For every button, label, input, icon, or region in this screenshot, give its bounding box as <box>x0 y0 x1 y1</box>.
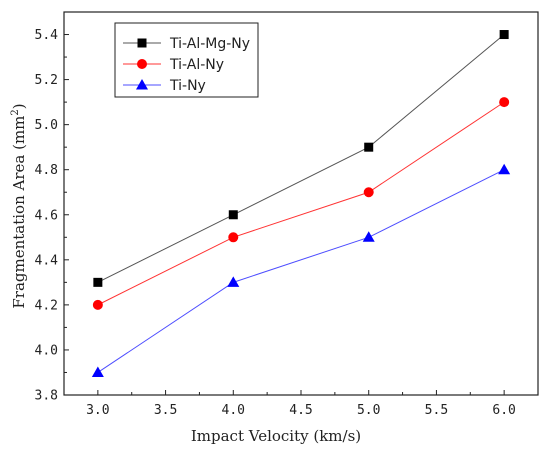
x-tick-label: 5.0 <box>357 403 380 418</box>
x-tick-label: 3.0 <box>86 403 109 418</box>
legend: Ti-Al-Mg-Ny Ti-Al-Ny Ti-Ny <box>114 22 259 98</box>
y-axis-title-main: Fragmentation Area (mm <box>10 116 28 309</box>
legend-label-1: Ti-Al-Mg-Ny <box>169 36 250 52</box>
y-axis-title: Fragmentation Area (mm2) <box>10 103 28 308</box>
y-tick-label: 4.4 <box>35 253 59 268</box>
x-tick-label: 4.0 <box>222 403 245 418</box>
series-1-point <box>93 277 103 287</box>
y-axis-title-superscript: 2 <box>10 109 21 115</box>
legend-label-2: Ti-Al-Ny <box>169 57 224 73</box>
series-3-point <box>91 366 104 377</box>
series-3-point <box>498 163 511 175</box>
series-line-2 <box>97 101 505 306</box>
plot-layer: 3.0 3.5 4.0 4.5 5.0 5.5 6.0 3.8 4.0 4.2 4.4 4.6 4.8 5… <box>35 11 539 418</box>
series-3-point <box>362 231 375 242</box>
series-3-point <box>227 276 240 287</box>
y-tick-label: 4.2 <box>35 298 58 313</box>
y-tick-label: 4.8 <box>35 163 58 178</box>
series-1-point <box>364 142 374 152</box>
legend-marker-3 <box>136 79 148 90</box>
y-axis-title-close: ) <box>10 103 28 109</box>
series-1-point <box>499 30 509 40</box>
x-tick-label: 4.5 <box>289 403 312 418</box>
legend-marker-1 <box>137 38 147 48</box>
series-2-point <box>499 97 510 108</box>
x-tick-label: 3.5 <box>154 403 177 418</box>
y-tick-label: 5.0 <box>35 118 58 133</box>
series-line-3 <box>97 169 505 373</box>
series-1-point <box>228 210 238 220</box>
series-line-1 <box>97 34 505 283</box>
y-tick-label: 4.6 <box>35 208 58 223</box>
y-tick-label: 5.2 <box>35 73 58 88</box>
series-2-point <box>92 299 103 310</box>
series-2-point <box>228 232 239 243</box>
y-tick-label: 4.0 <box>35 343 58 358</box>
x-tick-label: 6.0 <box>492 403 515 418</box>
legend-label-3: Ti-Ny <box>169 78 206 94</box>
legend-marker-2 <box>137 59 147 69</box>
y-tick-label: 3.8 <box>35 389 58 404</box>
x-tick-label: 5.5 <box>425 403 448 418</box>
series-2-point <box>363 187 374 198</box>
x-axis-title: Impact Velocity (km/s) <box>191 427 361 445</box>
y-tick-label: 5.4 <box>35 28 59 43</box>
